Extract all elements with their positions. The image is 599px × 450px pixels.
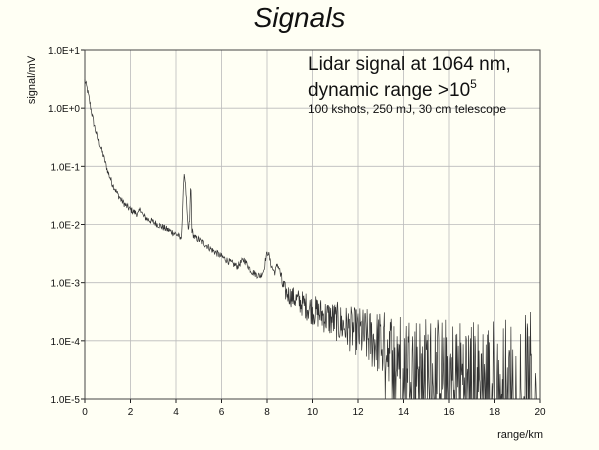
annotation-line-1: Lidar signal at 1064 nm, — [308, 54, 511, 75]
axes — [81, 49, 541, 403]
x-axis-label: range/km — [497, 429, 543, 441]
y-tick-label: 1.0E+1 — [48, 46, 80, 57]
x-tick-label: 4 — [173, 407, 179, 418]
y-tick-label: 1.0E-2 — [51, 221, 81, 232]
y-tick-label: 1.0E+0 — [48, 104, 80, 115]
plot-frame — [84, 49, 541, 400]
y-tick-label: 1.0E-1 — [51, 162, 81, 173]
x-tick-labels: 0 2 4 6 8 10 12 14 16 18 20 — [82, 407, 546, 418]
x-tick-label: 16 — [443, 407, 455, 418]
annotation-line-2: dynamic range >105 — [308, 77, 477, 101]
x-tick-label: 14 — [398, 407, 410, 418]
signal-trace — [84, 79, 540, 400]
x-tick-label: 2 — [128, 407, 134, 418]
x-tick-label: 10 — [307, 407, 319, 418]
x-tick-label: 8 — [264, 407, 270, 418]
y-tick-label: 1.0E-4 — [51, 337, 81, 348]
x-tick-label: 18 — [489, 407, 501, 418]
x-tick-label: 6 — [219, 407, 225, 418]
y-tick-label: 1.0E-5 — [51, 395, 81, 406]
y-tick-label: 1.0E-3 — [51, 279, 81, 290]
x-tick-label: 12 — [352, 407, 364, 418]
annotation-line-2-text: dynamic range >10 — [308, 80, 470, 101]
y-tick-labels: 1.0E+1 1.0E+0 1.0E-1 1.0E-2 1.0E-3 1.0E-4 1.0E… — [48, 46, 80, 406]
annotation-line-2-superscript: 5 — [470, 77, 477, 91]
x-tick-label: 20 — [534, 407, 546, 418]
y-axis-label: signal/mV — [26, 55, 38, 104]
slide-title: Signals — [253, 2, 346, 33]
x-tick-label: 0 — [82, 407, 88, 418]
series — [84, 79, 540, 400]
annotation-line-3: 100 kshots, 250 mJ, 30 cm telescope — [308, 102, 506, 116]
